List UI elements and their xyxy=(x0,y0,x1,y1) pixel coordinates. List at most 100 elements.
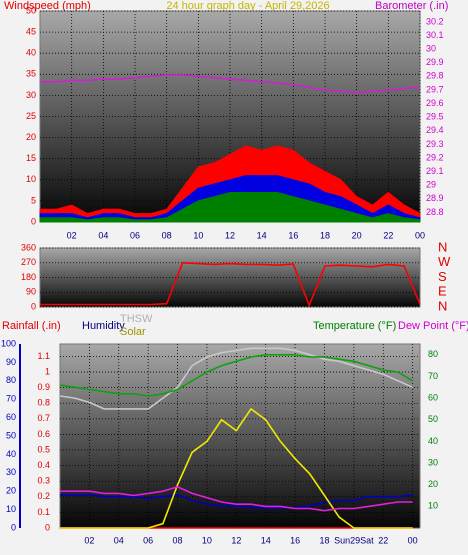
chart-title: 24 hour graph day - April 29,2026 xyxy=(166,0,329,12)
y-tick-label: 5 xyxy=(31,195,36,205)
y2-tick-label: 30 xyxy=(428,457,438,467)
x-tick-label: 06 xyxy=(130,230,140,240)
y2-tick-label: 29.1 xyxy=(426,166,444,176)
y2-tick-label: 30.2 xyxy=(426,16,444,26)
y3-tick-label: 70 xyxy=(6,394,16,404)
plot-area xyxy=(59,343,421,529)
x-tick-label: 14 xyxy=(257,230,267,240)
series-label: Temperature (°F) xyxy=(313,320,396,332)
series-label: Dew Point (°F) xyxy=(398,320,468,332)
y-tick-label: 90 xyxy=(26,287,36,297)
x-tick-label: 08 xyxy=(173,535,183,545)
y-tick-label: 10 xyxy=(26,174,36,184)
y2-tick-label: 70 xyxy=(428,371,438,381)
y2-tick-label: 80 xyxy=(428,349,438,359)
y-tick-label: 35 xyxy=(26,69,36,79)
y2-tick-label: 28.8 xyxy=(426,207,444,217)
y-tick-label: 180 xyxy=(21,272,36,282)
y2-tick-label: 29.2 xyxy=(426,152,444,162)
y-tick-label: 0.2 xyxy=(37,491,50,501)
y-tick-label: 0 xyxy=(31,301,36,311)
x-tick-label: 02 xyxy=(84,535,94,545)
y2-tick-label: 29.7 xyxy=(426,84,444,94)
y2-tick-label: 40 xyxy=(428,436,438,446)
y-tick-label: 0.4 xyxy=(37,460,50,470)
x-tick-label: 10 xyxy=(202,535,212,545)
y3-tick-label: 30 xyxy=(6,467,16,477)
y-tick-label: 0 xyxy=(31,216,36,226)
line-series xyxy=(60,494,413,509)
y2-tick-label: W xyxy=(438,254,451,269)
y-tick-label: 0.8 xyxy=(37,398,50,408)
y3-tick-label: 80 xyxy=(6,375,16,385)
x-tick-label: 18 xyxy=(319,535,329,545)
y-tick-label: 50 xyxy=(26,5,36,15)
y2-tick-label: N xyxy=(438,239,447,254)
y2-tick-label: 29.6 xyxy=(426,98,444,108)
y-tick-label: 30 xyxy=(26,90,36,100)
y2-tick-label: 60 xyxy=(428,392,438,402)
line-series xyxy=(60,486,413,512)
x-tick-label: 00 xyxy=(408,535,418,545)
y-tick-label: 0.1 xyxy=(37,507,50,517)
line-series xyxy=(40,74,421,94)
y2-tick-label: 30.1 xyxy=(426,30,444,40)
x-tick-label: 22 xyxy=(378,535,388,545)
y2-tick-label: 29.9 xyxy=(426,57,444,67)
x-tick-label: 06 xyxy=(143,535,153,545)
y3-tick-label: 0 xyxy=(11,522,16,532)
y3-tick-label: 50 xyxy=(6,430,16,440)
y-tick-label: 0.5 xyxy=(37,444,50,454)
x-tick-label: 12 xyxy=(231,535,241,545)
y-tick-label: 1 xyxy=(45,366,50,376)
y-tick-label: 0.9 xyxy=(37,382,50,392)
y2-tick-label: 29.3 xyxy=(426,139,444,149)
x-tick-label: 16 xyxy=(288,230,298,240)
y2-tick-label: 28.9 xyxy=(426,193,444,203)
x-tick-label: 14 xyxy=(261,535,271,545)
y-tick-label: 0.3 xyxy=(37,476,50,486)
series-label: Solar xyxy=(120,326,146,338)
y2-tick-label: 29.5 xyxy=(426,112,444,122)
y-tick-label: 20 xyxy=(26,132,36,142)
x-tick-label: 20 xyxy=(352,230,362,240)
x-tick-label: 04 xyxy=(98,230,108,240)
y-tick-label: 40 xyxy=(26,48,36,58)
y3-tick-label: 10 xyxy=(6,504,16,514)
windspeed-label: Windspeed (mph) xyxy=(4,0,91,12)
y-tick-label: 0.7 xyxy=(37,413,50,423)
y-tick-label: 0.6 xyxy=(37,429,50,439)
series-label: Barometer (.in) xyxy=(375,0,448,12)
line-series xyxy=(59,347,414,410)
x-tick-label: 08 xyxy=(162,230,172,240)
area-series xyxy=(39,192,421,223)
x-tick-label: 10 xyxy=(193,230,203,240)
y-tick-label: 15 xyxy=(26,153,36,163)
x-tick-label: Sun29Sat xyxy=(334,535,374,545)
y-tick-label: 1.1 xyxy=(37,351,50,361)
y2-tick-label: E xyxy=(438,284,447,299)
x-tick-label: 00 xyxy=(415,230,425,240)
y2-tick-label: N xyxy=(438,298,447,313)
y-tick-label: 360 xyxy=(21,242,36,252)
x-tick-label: 04 xyxy=(114,535,124,545)
y2-tick-label: 30 xyxy=(426,43,436,53)
y-tick-label: 270 xyxy=(21,257,36,267)
x-tick-label: 12 xyxy=(225,230,235,240)
y2-tick-label: 29.8 xyxy=(426,71,444,81)
y3-tick-label: 40 xyxy=(6,449,16,459)
y2-tick-label: 10 xyxy=(428,501,438,511)
y2-tick-label: 29 xyxy=(426,180,436,190)
line-series xyxy=(40,261,421,308)
x-tick-label: 18 xyxy=(320,230,330,240)
y3-tick-label: 20 xyxy=(6,486,16,496)
line-series xyxy=(59,354,414,397)
series-label: THSW xyxy=(120,313,153,325)
y3-tick-label: 100 xyxy=(1,338,16,348)
line-series xyxy=(60,407,413,529)
y-tick-label: 25 xyxy=(26,111,36,121)
y-tick-label: 45 xyxy=(26,26,36,36)
y2-tick-label: 29.4 xyxy=(426,125,444,135)
y3-tick-label: 90 xyxy=(6,357,16,367)
